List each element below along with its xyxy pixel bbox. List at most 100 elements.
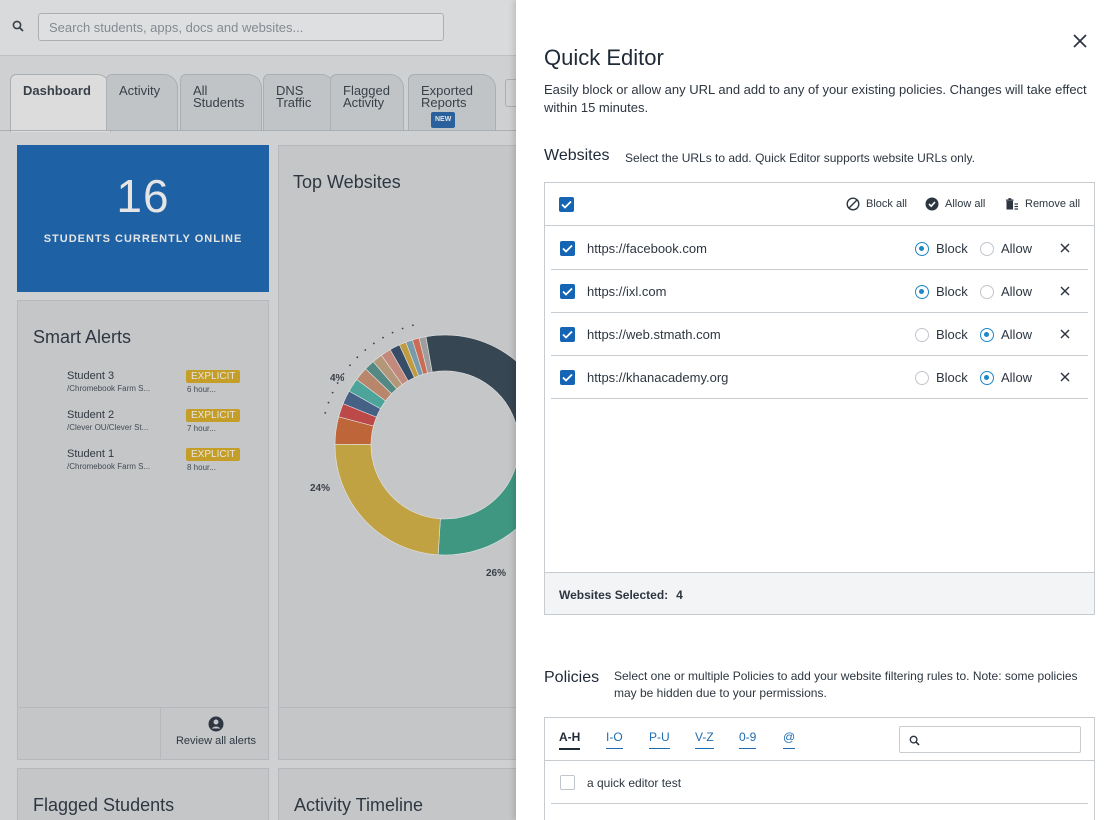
policy-tab-at[interactable]: @ — [783, 730, 796, 749]
website-checkbox[interactable] — [560, 241, 575, 256]
remove-row-icon[interactable] — [1059, 328, 1071, 340]
allow-label: Allow — [1001, 327, 1033, 342]
donut-slice[interactable] — [425, 334, 516, 444]
website-url: https://khanacademy.org — [587, 370, 729, 385]
panel-title: Quick Editor — [544, 45, 664, 70]
websites-table: Block all Allow all Remove all https://f… — [544, 182, 1095, 615]
leader-dot — [356, 356, 359, 359]
leader-dot — [327, 401, 330, 404]
website-row: https://ixl.com Block Allow — [551, 270, 1088, 313]
tab-flagged-activity[interactable]: Flagged Activity — [330, 74, 404, 130]
top-websites-title: Top Websites — [293, 172, 401, 192]
block-radio[interactable] — [915, 328, 929, 342]
policies-table: A-H I-O P-U V-Z 0-9 @ a quick editor tes… — [544, 717, 1095, 820]
panel-description: Easily block or allow any URL and add to… — [544, 82, 1087, 115]
websites-section-title: Websites — [544, 147, 610, 164]
remove-row-icon[interactable] — [1059, 371, 1071, 383]
close-icon[interactable] — [1069, 30, 1091, 52]
select-all-checkbox[interactable] — [559, 197, 574, 212]
remove-row-icon[interactable] — [1059, 242, 1071, 254]
tab-exported-reports[interactable]: Exported Reports NEW — [408, 74, 496, 130]
new-badge: NEW — [431, 112, 456, 128]
block-label: Block — [936, 327, 968, 342]
alert-row[interactable]: Student 3 /Chromebook Farm S... EXPLICIT… — [67, 370, 257, 402]
website-checkbox[interactable] — [560, 284, 575, 299]
policy-tab-0-9[interactable]: 0-9 — [739, 730, 757, 749]
search-icon — [909, 735, 920, 746]
smart-alerts-title: Smart Alerts — [33, 327, 132, 347]
tab-all-students[interactable]: All Students — [180, 74, 262, 130]
policy-tab-v-z[interactable]: V-Z — [695, 730, 714, 749]
top-websites-footer — [279, 707, 527, 759]
check-circle-icon — [925, 197, 939, 211]
explicit-tag: EXPLICIT — [186, 370, 241, 383]
tab-dashboard[interactable]: Dashboard — [10, 74, 111, 132]
website-url: https://facebook.com — [587, 241, 707, 256]
websites-section-description: Select the URLs to add. Quick Editor sup… — [625, 151, 975, 165]
allow-radio[interactable] — [980, 371, 994, 385]
policy-tab-p-u[interactable]: P-U — [649, 730, 670, 749]
leader-dot — [391, 331, 394, 334]
policy-tab-a-h[interactable]: A-H — [559, 730, 581, 750]
top-websites-card: Top Websites — [278, 145, 528, 760]
allow-radio[interactable] — [980, 242, 994, 256]
websites-selected-footer: Websites Selected: 4 — [545, 572, 1094, 614]
user-circle-icon — [208, 716, 224, 732]
tab-dns-traffic[interactable]: DNS Traffic — [263, 74, 335, 130]
alert-row[interactable]: Student 2 /Clever OU/Clever St... EXPLIC… — [67, 409, 257, 441]
flagged-students-card: Flagged Students — [17, 768, 269, 820]
review-all-alerts-button[interactable]: Review all alerts — [164, 716, 268, 747]
allow-all-button[interactable]: Allow all — [925, 197, 985, 211]
remove-all-button[interactable]: Remove all — [1005, 197, 1080, 211]
leader-dot — [336, 382, 339, 384]
activity-timeline-title: Activity Timeline — [294, 795, 424, 815]
policies-section-description: Select one or multiple Policies to add y… — [614, 669, 1078, 700]
block-all-button[interactable]: Block all — [846, 197, 907, 211]
alerts-footer: Review all alerts — [18, 707, 268, 760]
allow-radio[interactable] — [980, 285, 994, 299]
students-online-card[interactable]: 16 STUDENTS CURRENTLY ONLINE — [17, 145, 269, 292]
block-label: Block — [936, 370, 968, 385]
block-icon — [846, 197, 860, 211]
policy-tab-i-o[interactable]: I-O — [606, 730, 623, 749]
alert-row[interactable]: Student 1 /Chromebook Farm S... EXPLICIT… — [67, 448, 257, 480]
website-checkbox[interactable] — [560, 327, 575, 342]
website-row: https://facebook.com Block Allow — [551, 227, 1088, 270]
tab-divider — [0, 130, 520, 131]
allow-label: Allow — [1001, 241, 1033, 256]
leader-dot — [412, 324, 414, 327]
smart-alerts-card: Smart Alerts Student 3 /Chromebook Farm … — [17, 300, 269, 760]
policy-search-input[interactable] — [899, 726, 1081, 753]
pct-label-26: 26% — [486, 568, 507, 579]
online-count: 16 — [116, 170, 170, 222]
leader-dot — [382, 336, 384, 339]
tab-activity[interactable]: Activity — [106, 74, 178, 130]
leader-dot — [349, 364, 351, 367]
top-websites-donut-chart[interactable] — [300, 300, 516, 570]
leader-dot — [364, 349, 367, 351]
quick-editor-panel: Quick Editor Easily block or allow any U… — [516, 0, 1120, 820]
policies-section-title: Policies — [544, 669, 600, 686]
dashboard-tabs: Dashboard Activity All Students DNS Traf… — [10, 74, 520, 132]
modal-overlay[interactable] — [0, 0, 516, 820]
remove-row-icon[interactable] — [1059, 285, 1071, 297]
allow-label: Allow — [1001, 284, 1033, 299]
flagged-students-title: Flagged Students — [33, 795, 175, 815]
websites-table-header: Block all Allow all Remove all — [545, 183, 1094, 226]
explicit-tag: EXPLICIT — [186, 409, 241, 422]
policy-row: a quick editor test — [551, 761, 1088, 804]
allow-radio[interactable] — [980, 328, 994, 342]
explicit-tag: EXPLICIT — [186, 448, 241, 461]
block-label: Block — [936, 284, 968, 299]
website-url: https://web.stmath.com — [587, 327, 721, 342]
donut-slice[interactable] — [418, 336, 433, 374]
block-radio[interactable] — [915, 242, 929, 256]
global-search-input[interactable]: Search students, apps, docs and websites… — [38, 13, 444, 41]
block-radio[interactable] — [915, 371, 929, 385]
websites-selected-count: 4 — [676, 588, 683, 602]
block-radio[interactable] — [915, 285, 929, 299]
tab-overflow — [505, 79, 519, 107]
website-checkbox[interactable] — [560, 370, 575, 385]
policy-checkbox[interactable] — [560, 775, 575, 790]
online-label: STUDENTS CURRENTLY ONLINE — [43, 233, 243, 245]
